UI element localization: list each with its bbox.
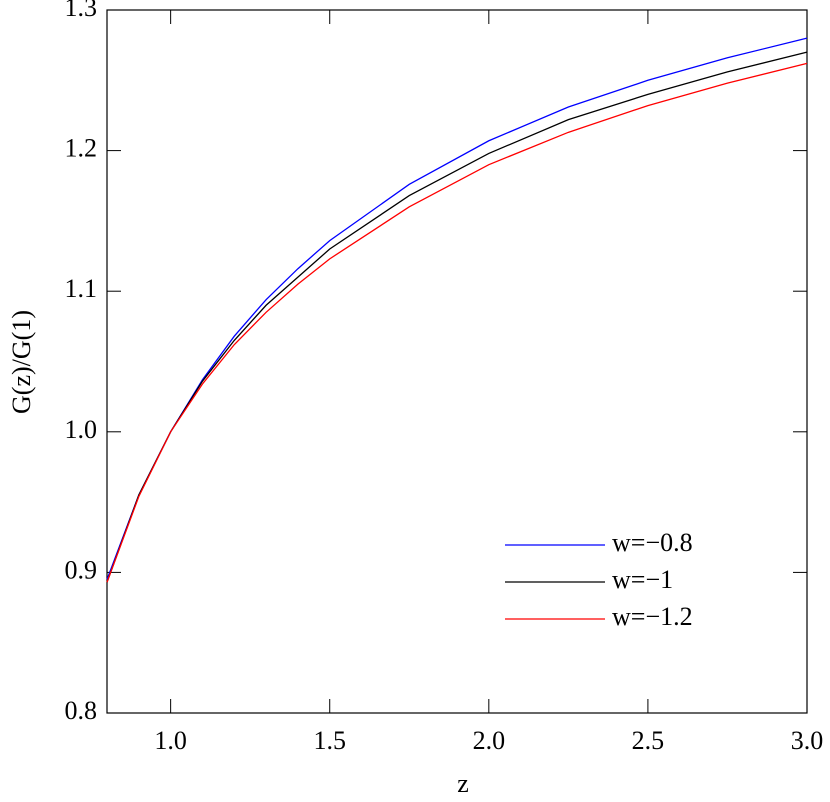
y-axis-label: G(z)/G(1)	[7, 310, 36, 414]
y-tick-label: 1.1	[65, 274, 98, 303]
legend-label: w=−1.2	[612, 602, 693, 631]
series-line	[106, 62, 808, 583]
series-line	[106, 51, 808, 583]
x-tick-label: 3.0	[791, 726, 824, 755]
x-tick-label: 2.5	[632, 726, 665, 755]
y-tick-label: 1.3	[65, 0, 98, 22]
y-tick-label: 0.9	[65, 555, 98, 584]
x-tick-label: 2.0	[473, 726, 506, 755]
legend-label: w=−0.8	[612, 528, 693, 557]
series-line	[106, 37, 808, 580]
y-tick-label: 1.0	[65, 415, 98, 444]
x-axis-label: z	[457, 769, 469, 798]
y-tick-label: 0.8	[65, 696, 98, 725]
y-tick-label: 1.2	[65, 134, 98, 163]
plot-frame	[106, 9, 808, 714]
x-tick-label: 1.0	[154, 726, 187, 755]
x-tick-label: 1.5	[313, 726, 346, 755]
legend-label: w=−1	[612, 565, 673, 594]
